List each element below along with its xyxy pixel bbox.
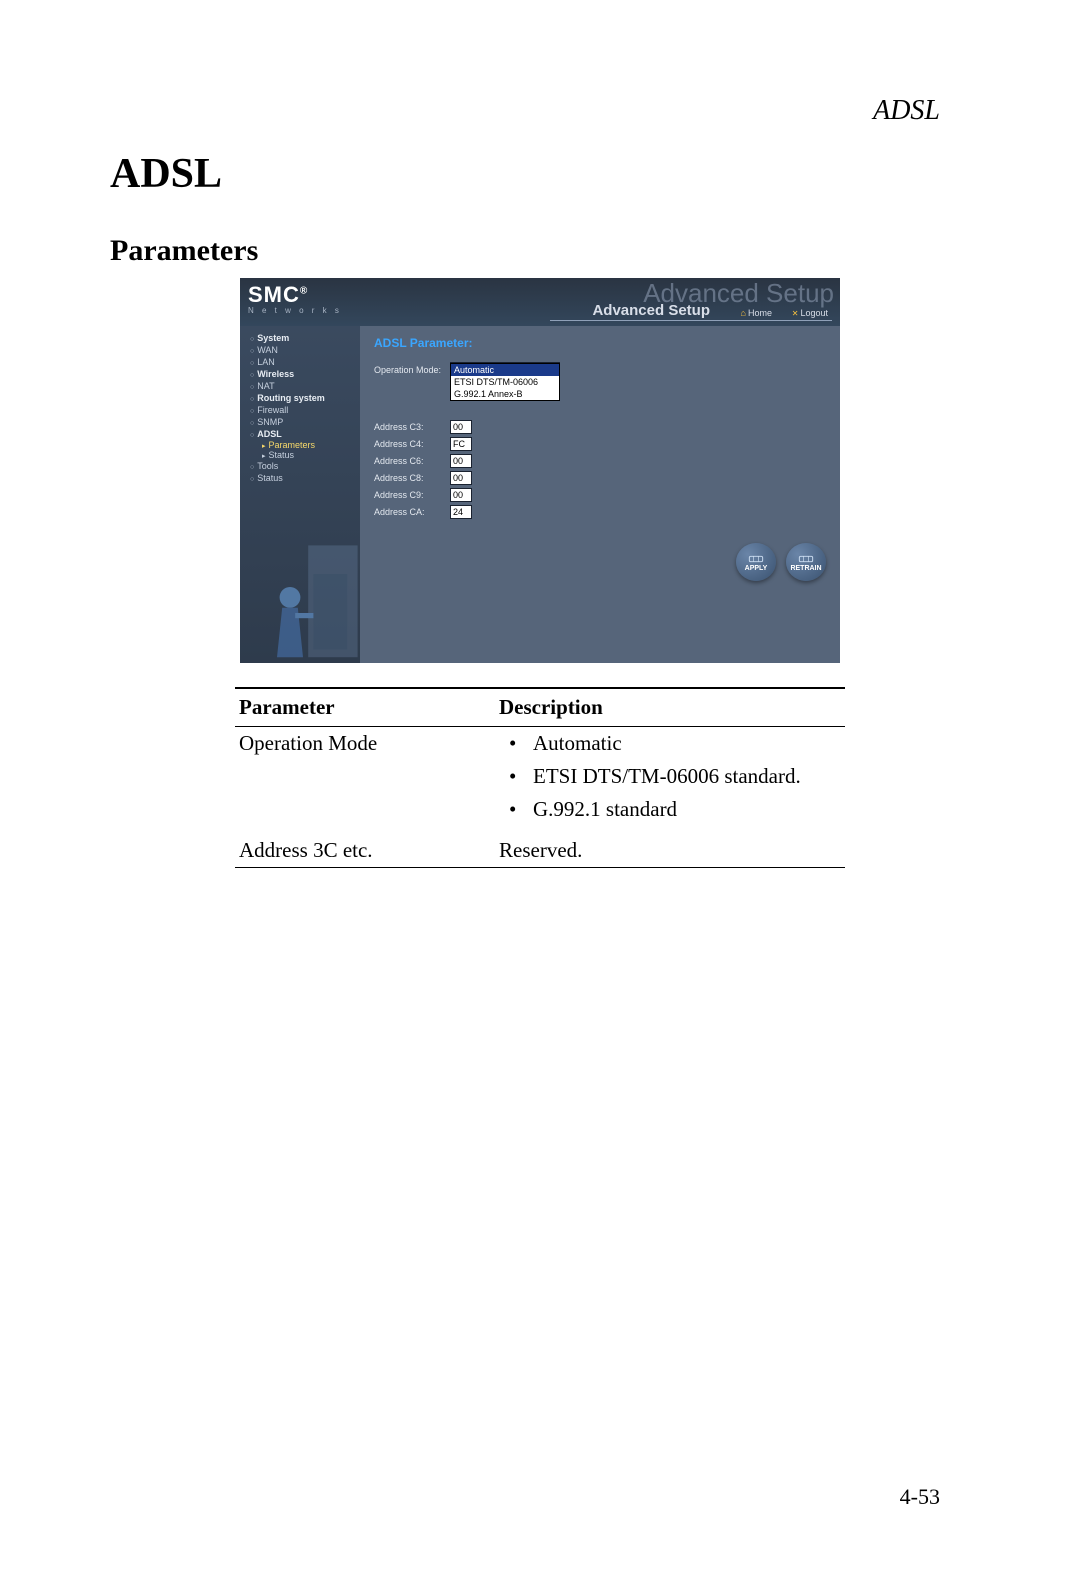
label-c8: Address C8: [374, 473, 450, 483]
page-number: 4-53 [900, 1484, 940, 1510]
apply-icon [748, 553, 764, 565]
row-c9: Address C9: 00 [374, 488, 826, 502]
row-ca: Address CA: 24 [374, 505, 826, 519]
nav-routing[interactable]: Routing system [244, 392, 356, 404]
opmode-opt-etsi[interactable]: ETSI DTS/TM-06006 [451, 376, 559, 388]
apply-label: APPLY [745, 565, 768, 572]
opmode-label: Operation Mode: [374, 365, 450, 375]
cell-opmode-desc: Automatic ETSI DTS/TM-06006 standard. G.… [495, 727, 845, 835]
logo-text: SMC [248, 282, 300, 307]
label-c3: Address C3: [374, 422, 450, 432]
input-c6[interactable]: 00 [450, 454, 472, 468]
opmode-li-3: G.992.1 standard [505, 797, 841, 822]
logout-link[interactable]: Logout [792, 308, 828, 318]
spacer [374, 380, 826, 420]
nav-wireless[interactable]: Wireless [244, 368, 356, 380]
nav-firewall[interactable]: Firewall [244, 404, 356, 416]
input-c8[interactable]: 00 [450, 471, 472, 485]
home-link[interactable]: Home [741, 308, 772, 318]
nav-system[interactable]: System [244, 332, 356, 344]
th-parameter: Parameter [235, 688, 495, 727]
page-title: ADSL [110, 150, 970, 198]
opmode-opt-g992[interactable]: G.992.1 Annex-B [451, 388, 559, 400]
opmode-li-1: Automatic [505, 731, 841, 756]
retrain-button[interactable]: RETRAIN [786, 543, 826, 581]
section-title: Parameters [110, 234, 970, 268]
opmode-li-2: ETSI DTS/TM-06006 standard. [505, 764, 841, 789]
header-rule [550, 320, 832, 321]
action-buttons: APPLY RETRAIN [736, 543, 826, 581]
retrain-icon [798, 553, 814, 565]
cell-opmode: Operation Mode [235, 727, 495, 835]
running-head: ADSL [873, 95, 940, 127]
logo: SMC® [248, 282, 308, 308]
row-c8: Address C8: 00 [374, 471, 826, 485]
router-screenshot: SMC® N e t w o r k s Advanced Setup Adva… [240, 278, 840, 663]
document-page: ADSL ADSL Parameters SMC® N e t w o r k … [0, 0, 1080, 1570]
content-panel: ADSL Parameter: Operation Mode: Automati… [360, 326, 840, 663]
cell-addr-desc: Reserved. [495, 834, 845, 868]
nav-status[interactable]: Status [244, 472, 356, 484]
nav-adsl[interactable]: ADSL [244, 428, 356, 440]
nav-tools[interactable]: Tools [244, 460, 356, 472]
label-c9: Address C9: [374, 490, 450, 500]
opmode-dropdown[interactable]: Automatic ETSI DTS/TM-06006 G.992.1 Anne… [450, 363, 560, 401]
opmode-list: Automatic ETSI DTS/TM-06006 standard. G.… [499, 731, 841, 822]
nav-lan[interactable]: LAN [244, 356, 356, 368]
logo-reg: ® [300, 286, 308, 297]
nav-snmp[interactable]: SNMP [244, 416, 356, 428]
ss-header: SMC® N e t w o r k s Advanced Setup Adva… [240, 278, 840, 326]
apply-button[interactable]: APPLY [736, 543, 776, 581]
input-c3[interactable]: 00 [450, 420, 472, 434]
sidebar-nav: System WAN LAN Wireless NAT Routing syst… [240, 326, 360, 663]
label-ca: Address CA: [374, 507, 450, 517]
row-opmode: Operation Mode: Automatic [374, 362, 826, 377]
row-c4: Address C4: FC [374, 437, 826, 451]
cell-addr: Address 3C etc. [235, 834, 495, 868]
label-c4: Address C4: [374, 439, 450, 449]
table-header-row: Parameter Description [235, 688, 845, 727]
parameter-table: Parameter Description Operation Mode Aut… [235, 687, 845, 868]
banner-text: Advanced Setup [592, 302, 710, 319]
content-title: ADSL Parameter: [374, 336, 826, 350]
table-row: Address 3C etc. Reserved. [235, 834, 845, 868]
input-ca[interactable]: 24 [450, 505, 472, 519]
label-c6: Address C6: [374, 456, 450, 466]
row-c3: Address C3: 00 [374, 420, 826, 434]
input-c4[interactable]: FC [450, 437, 472, 451]
opmode-opt-auto[interactable]: Automatic [451, 364, 559, 376]
logo-sub: N e t w o r k s [248, 306, 342, 315]
input-c9[interactable]: 00 [450, 488, 472, 502]
row-c6: Address C6: 00 [374, 454, 826, 468]
th-description: Description [495, 688, 845, 727]
retrain-label: RETRAIN [790, 565, 821, 572]
ss-body: System WAN LAN Wireless NAT Routing syst… [240, 326, 840, 663]
table-row: Operation Mode Automatic ETSI DTS/TM-060… [235, 727, 845, 835]
nav-wan[interactable]: WAN [244, 344, 356, 356]
decorative-figure [240, 535, 368, 663]
nav-adsl-status[interactable]: Status [244, 450, 356, 460]
nav-adsl-parameters[interactable]: Parameters [244, 440, 356, 450]
nav-nat[interactable]: NAT [244, 380, 356, 392]
